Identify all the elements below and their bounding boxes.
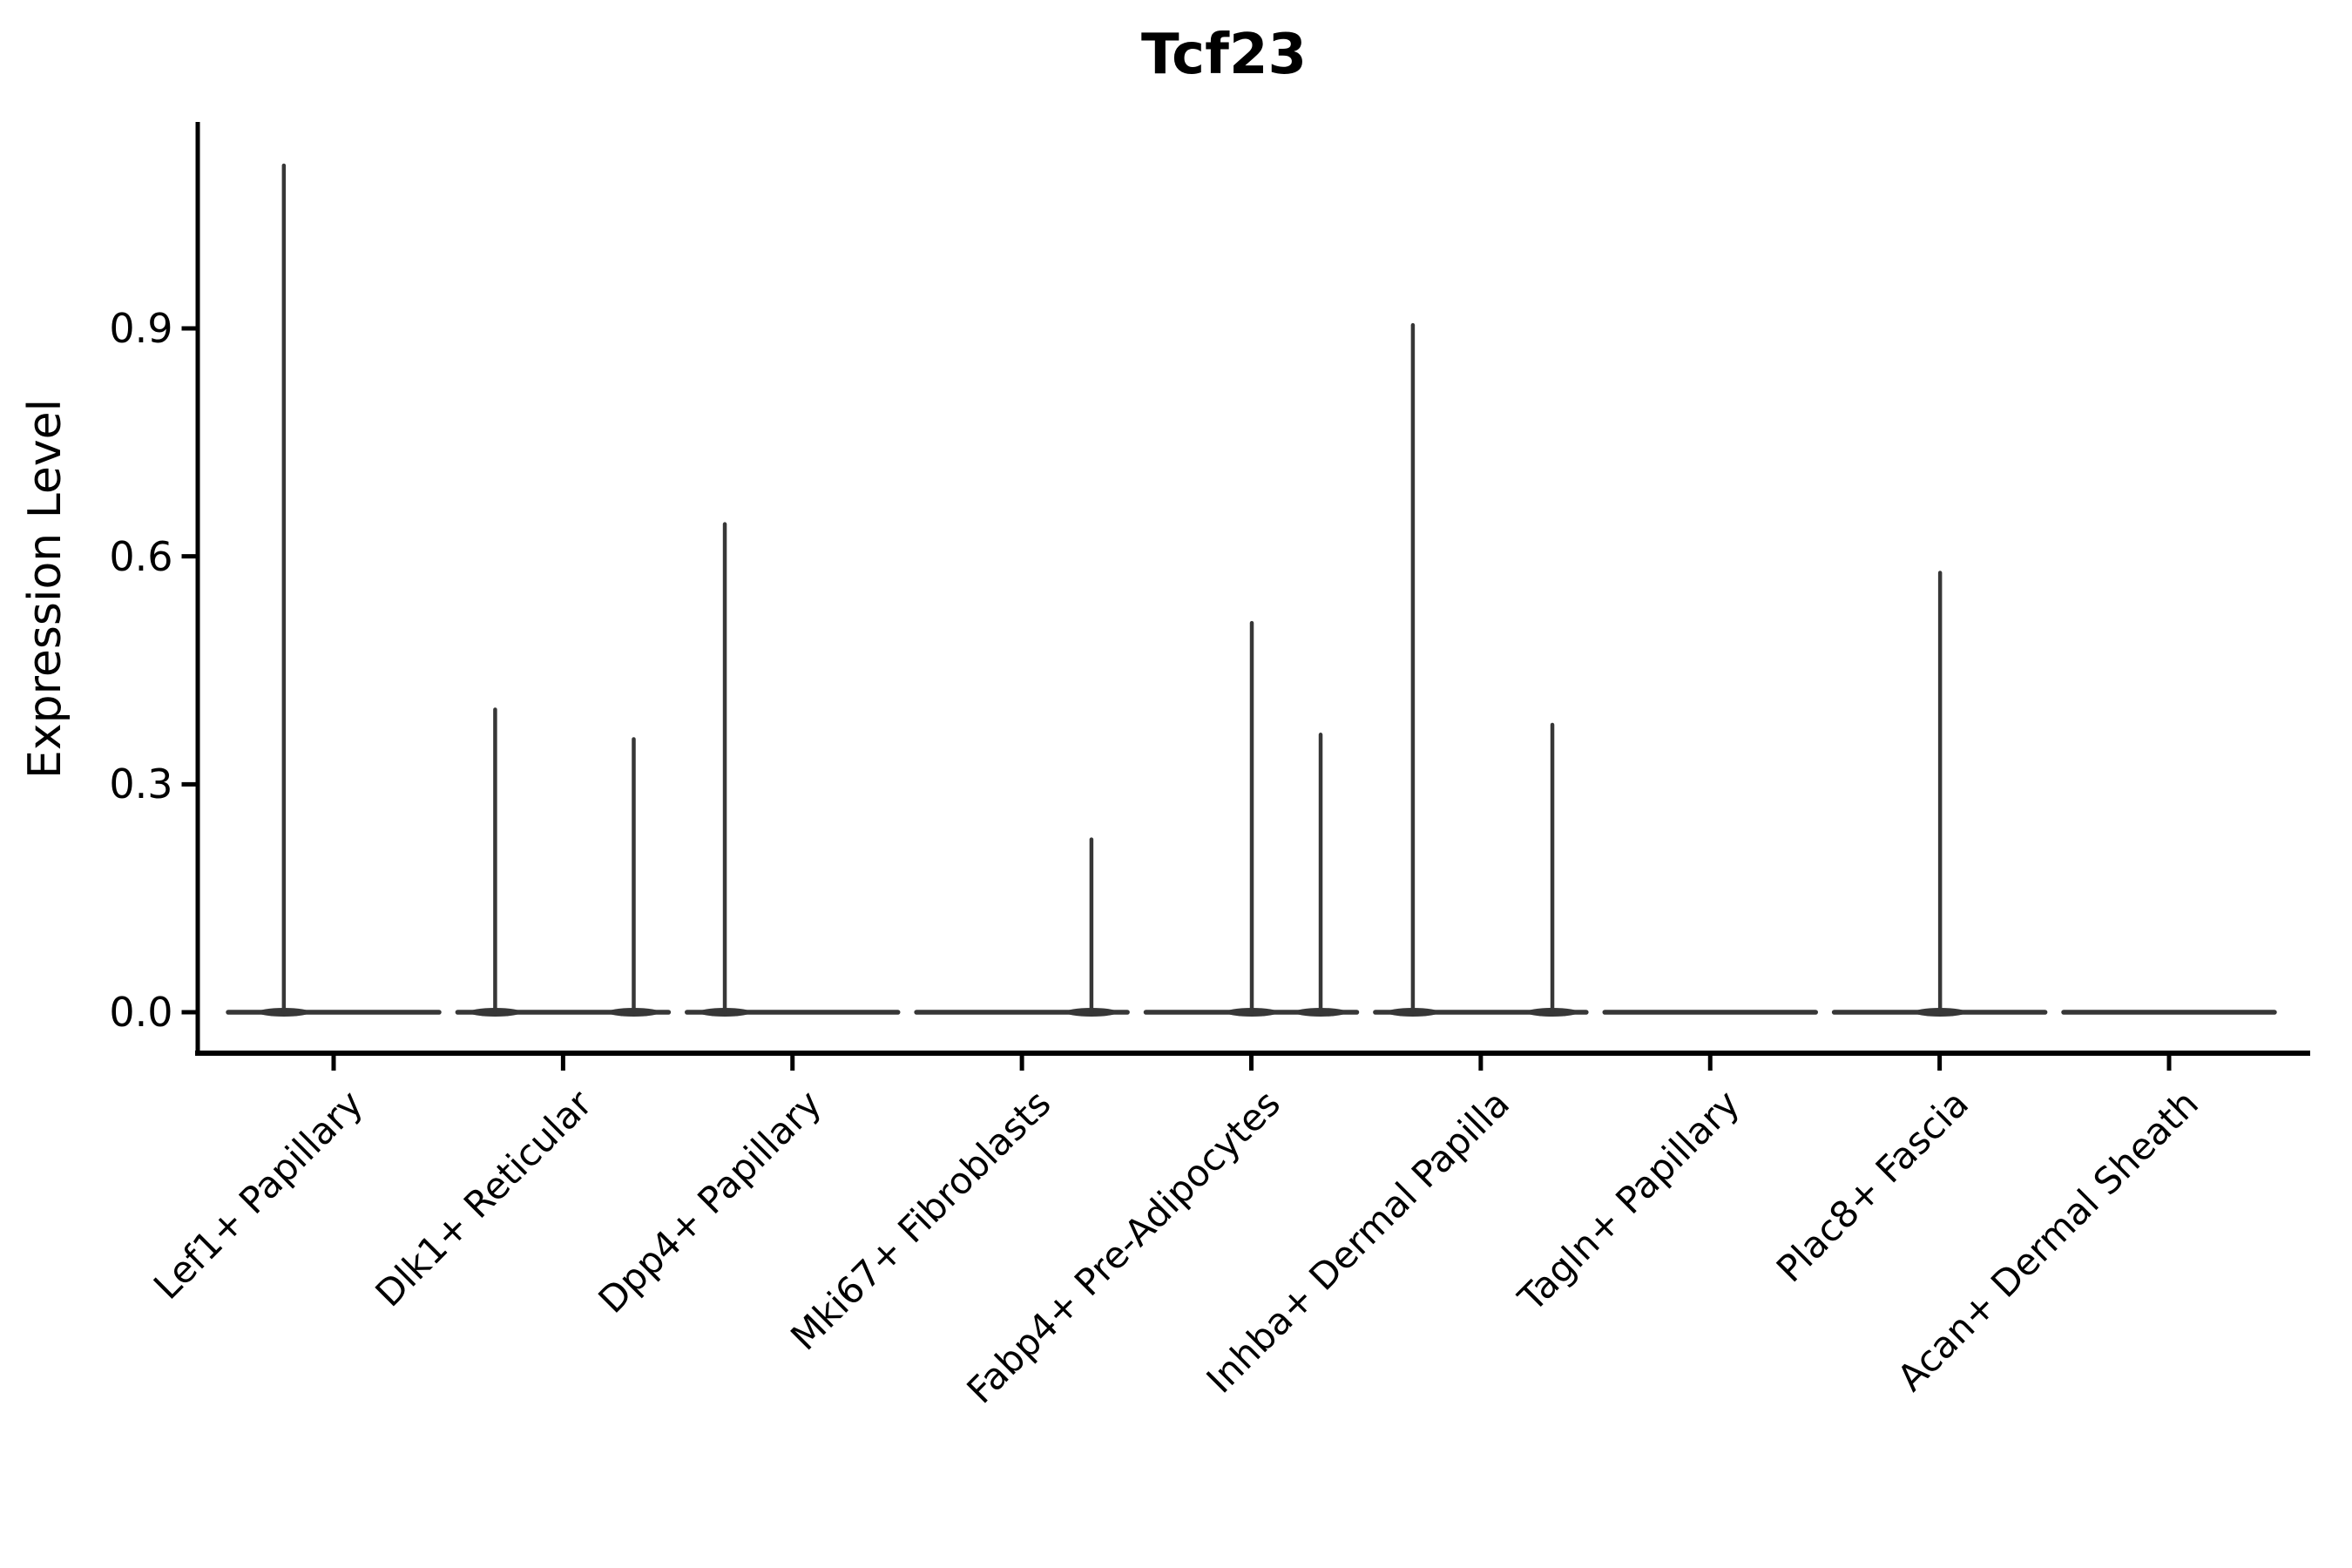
- y-tick-label: 0.9: [109, 305, 173, 353]
- axes-layer: [181, 122, 2310, 1071]
- chart-title: Tcf23: [1141, 23, 1307, 87]
- violins-layer: [226, 163, 2277, 1017]
- y-tick-label: 0.6: [109, 532, 173, 580]
- y-tick-label: 0.0: [109, 989, 173, 1036]
- y-tick-label: 0.3: [109, 760, 173, 808]
